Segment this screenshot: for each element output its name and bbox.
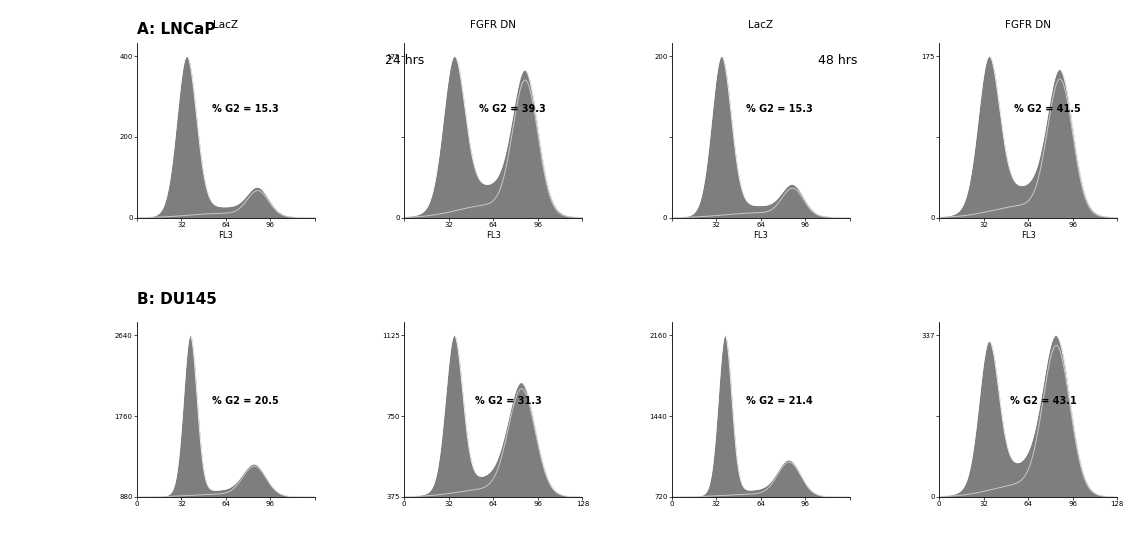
Text: A: LNCaP: A: LNCaP [137, 22, 215, 37]
Text: % G2 = 39.3: % G2 = 39.3 [479, 105, 546, 114]
X-axis label: FL3: FL3 [754, 231, 768, 240]
Text: FGFR DN: FGFR DN [471, 19, 516, 30]
Text: % G2 = 20.5: % G2 = 20.5 [212, 396, 278, 406]
Text: FGFR DN: FGFR DN [1005, 19, 1051, 30]
Text: LacZ: LacZ [213, 19, 238, 30]
Text: LacZ: LacZ [748, 19, 773, 30]
Text: % G2 = 15.3: % G2 = 15.3 [212, 105, 278, 114]
Text: B: DU145: B: DU145 [137, 292, 217, 307]
X-axis label: FL3: FL3 [1020, 231, 1035, 240]
Text: 24 hrs: 24 hrs [385, 54, 424, 67]
X-axis label: FL3: FL3 [486, 231, 500, 240]
Text: % G2 = 31.3: % G2 = 31.3 [475, 396, 543, 406]
Text: % G2 = 21.4: % G2 = 21.4 [747, 396, 813, 406]
Text: % G2 = 15.3: % G2 = 15.3 [747, 105, 813, 114]
Text: % G2 = 41.5: % G2 = 41.5 [1013, 105, 1081, 114]
Text: % G2 = 43.1: % G2 = 43.1 [1010, 396, 1077, 406]
X-axis label: FL3: FL3 [219, 231, 234, 240]
Text: 48 hrs: 48 hrs [819, 54, 857, 67]
